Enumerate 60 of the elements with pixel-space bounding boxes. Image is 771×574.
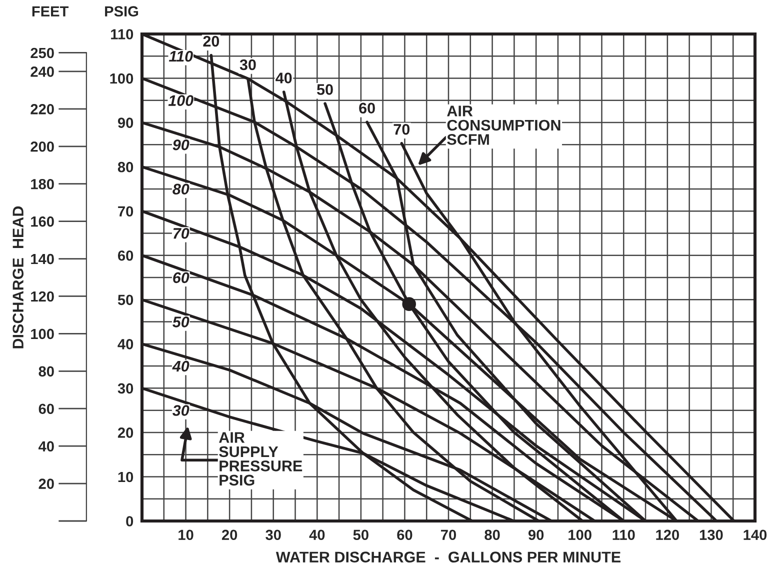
x-tick-label: 140 bbox=[744, 530, 767, 540]
x-tick-label: 40 bbox=[309, 530, 325, 540]
y-tick-label: 0 bbox=[126, 516, 134, 526]
x-tick-label: 120 bbox=[656, 530, 679, 540]
y2-tick-label: 80 bbox=[38, 366, 54, 377]
y2-tick-label: 240 bbox=[30, 66, 54, 77]
text: DISCHARGE HEAD bbox=[12, 206, 24, 348]
series-label: 30 bbox=[172, 405, 190, 416]
y-tick-label: 10 bbox=[118, 472, 134, 482]
y-tick-label: 110 bbox=[111, 29, 134, 40]
y2-tick-label: 220 bbox=[30, 104, 54, 114]
x-tick-label: 100 bbox=[568, 530, 592, 540]
y-tick-label: 40 bbox=[118, 339, 134, 350]
x-tick-label: 10 bbox=[178, 530, 194, 540]
series-label: 20 bbox=[203, 36, 220, 47]
y2-tick-label: 140 bbox=[31, 254, 54, 264]
y2-tick-label: 200 bbox=[30, 141, 54, 152]
series-label: 110 bbox=[168, 50, 193, 62]
y-tick-label: 90 bbox=[118, 118, 134, 128]
y2-tick-label: 160 bbox=[31, 216, 54, 227]
x-tick-label: 50 bbox=[353, 530, 368, 540]
series-label: 60 bbox=[173, 272, 190, 284]
y2-tick-label: 100 bbox=[31, 328, 54, 340]
y-tick-label: 60 bbox=[118, 250, 134, 261]
y-tick-label: 50 bbox=[118, 294, 134, 306]
annotation: AIR SUPPLY PRESSURE PSIG bbox=[219, 432, 302, 486]
series-label: 100 bbox=[168, 95, 194, 106]
series-label: 40 bbox=[276, 72, 292, 84]
x-tick-label: 60 bbox=[397, 530, 412, 540]
y2-tick-label: 20 bbox=[38, 478, 54, 489]
series-label: 50 bbox=[317, 84, 333, 95]
x-tick-label: 80 bbox=[484, 530, 500, 540]
y-tick-label: 30 bbox=[118, 383, 134, 394]
series-label: 50 bbox=[172, 316, 190, 328]
y-tick-label: 100 bbox=[110, 73, 134, 84]
series-label: 80 bbox=[172, 184, 190, 195]
y-tick-label: 20 bbox=[118, 428, 134, 438]
x-tick-label: 110 bbox=[612, 530, 635, 540]
annotation: AIR CONSUMPTION SCFM bbox=[447, 106, 560, 145]
y-tick-label: 70 bbox=[118, 206, 134, 217]
x-tick-label: 130 bbox=[700, 530, 723, 540]
series-label: 70 bbox=[394, 124, 410, 135]
y2-tick-label: 180 bbox=[31, 178, 54, 190]
y-tick-label: 80 bbox=[118, 162, 134, 172]
x-tick-label: 30 bbox=[266, 530, 281, 540]
series-label: 60 bbox=[359, 102, 375, 114]
series-label: 90 bbox=[172, 139, 190, 150]
series-label: 70 bbox=[173, 228, 190, 239]
x-axis-title: WATER DISCHARGE - GALLONS PER MINUTE bbox=[276, 552, 620, 562]
y2-tick-label: 120 bbox=[31, 291, 54, 302]
y2-tick-label: 60 bbox=[38, 404, 54, 414]
y2-axis-title: FEET bbox=[32, 6, 69, 16]
x-tick-label: 20 bbox=[222, 530, 238, 540]
series-label: 40 bbox=[172, 360, 190, 372]
y-axis-title: PSIG bbox=[105, 6, 138, 17]
y2-tick-label: 250 bbox=[30, 48, 54, 58]
x-tick-label: 70 bbox=[441, 530, 456, 540]
x-tick-label: 90 bbox=[528, 530, 544, 540]
y2-tick-label: 40 bbox=[38, 441, 54, 452]
series-label: 30 bbox=[240, 59, 256, 70]
